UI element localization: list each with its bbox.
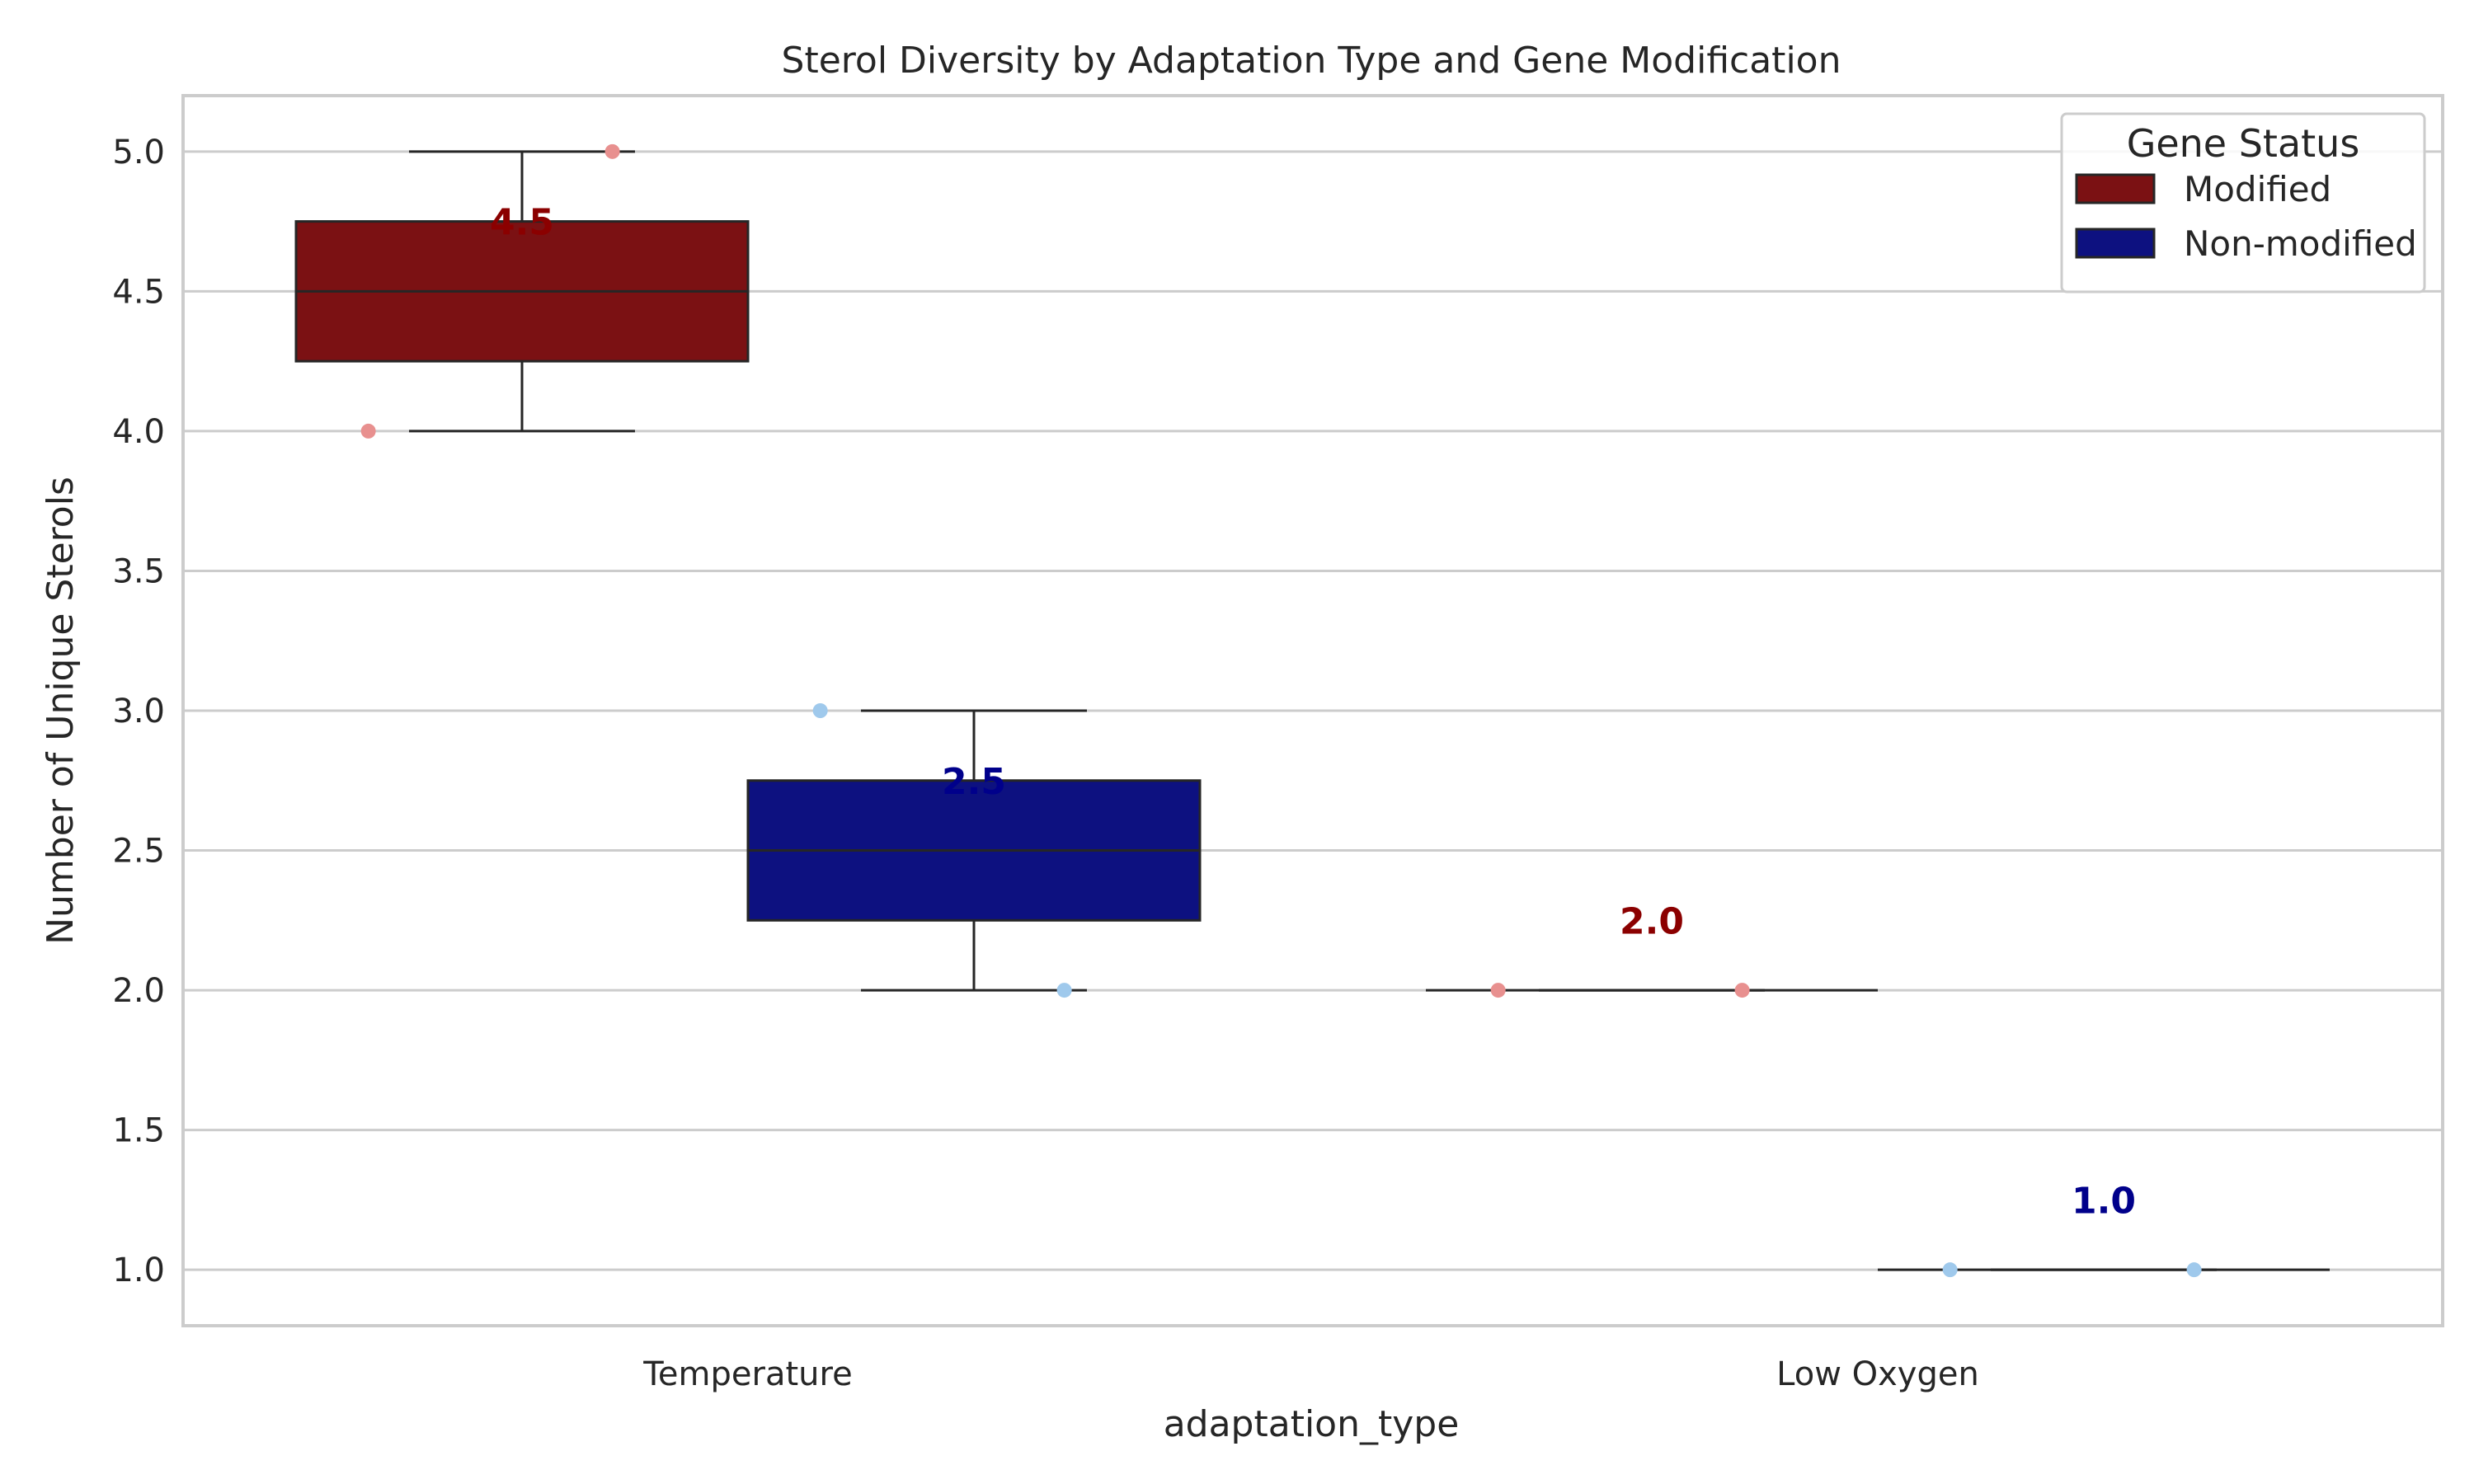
median-value-label: 4.5 xyxy=(490,202,554,244)
y-tick-label: 3.5 xyxy=(112,552,165,590)
box-non-modified-low-oxygen: 1.0 xyxy=(1878,1180,2330,1277)
x-tick-label: Low Oxygen xyxy=(1776,1355,1979,1393)
y-tick-label: 4.5 xyxy=(112,273,165,311)
data-point xyxy=(1057,983,1072,998)
data-point xyxy=(2187,1262,2202,1277)
data-point xyxy=(1735,983,1750,998)
y-tick-label: 1.0 xyxy=(112,1252,165,1289)
data-point xyxy=(605,144,620,159)
median-value-label: 1.0 xyxy=(2072,1180,2136,1222)
y-axis-label: Number of Unique Sterols xyxy=(40,477,82,945)
legend-swatch xyxy=(2077,229,2154,257)
box-non-modified-temperature: 2.5 xyxy=(748,703,1200,998)
data-point xyxy=(361,424,376,439)
data-point xyxy=(1491,983,1506,998)
x-axis-label: adaptation_type xyxy=(1164,1403,1460,1445)
y-tick-label: 4.0 xyxy=(112,413,165,451)
legend-entry-label: Non-modified xyxy=(2184,223,2417,264)
legend: Gene Status Modified Non-modified xyxy=(2062,114,2425,292)
x-axis-ticks: Temperature Low Oxygen xyxy=(642,1355,1979,1393)
box-modified-low-oxygen: 2.0 xyxy=(1426,900,1878,998)
median-value-label: 2.5 xyxy=(942,761,1006,803)
y-axis-ticks: 1.0 1.5 2.0 2.5 3.0 3.5 4.0 4.5 5.0 xyxy=(112,134,165,1289)
data-point xyxy=(1943,1262,1958,1277)
data-point xyxy=(813,703,828,718)
chart-title: Sterol Diversity by Adaptation Type and … xyxy=(782,40,1841,82)
box-modified-temperature: 4.5 xyxy=(296,144,748,439)
y-tick-label: 5.0 xyxy=(112,134,165,171)
median-value-label: 2.0 xyxy=(1620,900,1684,942)
legend-entry-label: Modified xyxy=(2184,169,2331,209)
y-tick-label: 1.5 xyxy=(112,1112,165,1150)
y-tick-label: 3.0 xyxy=(112,693,165,730)
y-tick-label: 2.0 xyxy=(112,972,165,1010)
y-tick-label: 2.5 xyxy=(112,833,165,871)
legend-title: Gene Status xyxy=(2127,121,2360,166)
legend-swatch xyxy=(2077,175,2154,203)
x-tick-label: Temperature xyxy=(642,1355,852,1393)
